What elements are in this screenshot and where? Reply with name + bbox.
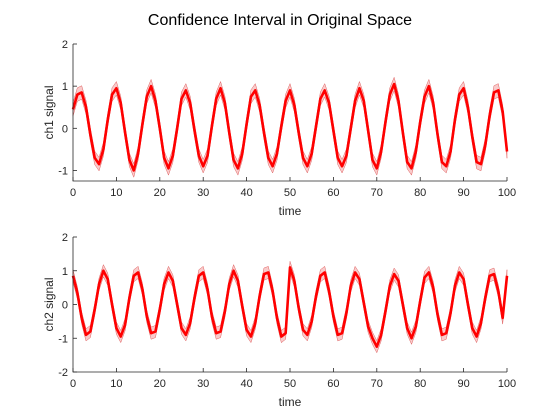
x-tick-label: 20 — [154, 378, 166, 390]
x-tick-label: 50 — [284, 187, 296, 199]
x-tick-label: 30 — [197, 378, 209, 390]
y-axis-label: ch1 signal — [42, 85, 56, 139]
y-tick-label: -2 — [58, 367, 68, 379]
y-tick-label: -1 — [58, 333, 68, 345]
x-tick-label: 40 — [240, 378, 252, 390]
mean-series-line — [71, 82, 509, 172]
x-tick-label: 100 — [498, 187, 516, 199]
x-tick-label: 60 — [327, 187, 339, 199]
x-tick-label: 30 — [197, 187, 209, 199]
x-tick-label: 100 — [498, 378, 516, 390]
x-tick-label: 20 — [154, 187, 166, 199]
y-tick-label: 2 — [62, 232, 68, 244]
x-tick-label: 0 — [70, 187, 76, 199]
x-axis-label: time — [279, 395, 302, 409]
y-tick-label: 0 — [62, 123, 68, 135]
subplot-ch2: 0 10 20 30 40 50 60 70 80 90 100 -2 -1 0 1 2 time ch2 sig… — [42, 232, 516, 409]
x-tick-label: 70 — [371, 187, 383, 199]
y-tick-label: 0 — [62, 300, 68, 312]
x-tick-label: 70 — [371, 378, 383, 390]
y-axis-label: ch2 signal — [42, 277, 56, 331]
y-tick-label: 2 — [62, 39, 68, 51]
x-tick-label: 90 — [457, 187, 469, 199]
x-tick-label: 0 — [70, 378, 76, 390]
x-tick-label: 40 — [240, 187, 252, 199]
x-tick-label: 50 — [284, 378, 296, 390]
y-tick-label: -1 — [58, 165, 68, 177]
mean-series-line — [71, 266, 509, 348]
x-tick-label: 80 — [414, 187, 426, 199]
x-tick-label: 60 — [327, 378, 339, 390]
x-tick-label: 80 — [414, 378, 426, 390]
x-tick-label: 90 — [457, 378, 469, 390]
y-tick-label: 1 — [62, 81, 68, 93]
chart-title: Confidence Interval in Original Space — [148, 12, 412, 29]
x-tick-label: 10 — [110, 378, 122, 390]
y-tick-label: 1 — [62, 266, 68, 278]
x-tick-label: 10 — [110, 187, 122, 199]
x-axis-label: time — [279, 204, 302, 218]
